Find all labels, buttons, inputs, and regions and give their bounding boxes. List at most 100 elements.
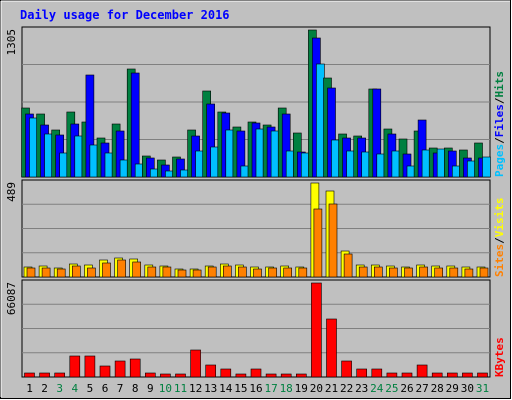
bar-pages-day-8	[134, 163, 144, 178]
x-tick-day-21: 21	[325, 382, 338, 395]
x-tick-day-20: 20	[310, 382, 323, 395]
bar-pages-day-15	[240, 165, 250, 178]
bar-sites-day-21	[328, 203, 338, 278]
panel-max-label: 1305	[5, 29, 18, 56]
bar-pages-day-26	[406, 165, 416, 178]
bar-sites-day-14	[223, 265, 232, 278]
bar-kbytes-day-4	[69, 355, 81, 378]
x-tick-day-12: 12	[189, 382, 202, 395]
bar-kbytes-day-19	[295, 373, 307, 378]
x-tick-day-15: 15	[234, 382, 247, 395]
x-tick-day-30: 30	[461, 382, 474, 395]
bar-sites-day-6	[102, 262, 111, 278]
bar-pages-day-16	[255, 128, 265, 178]
bar-kbytes-day-29	[446, 372, 458, 378]
bar-sites-day-9	[147, 266, 157, 278]
axis-label-kbytes: KBytes	[493, 337, 506, 377]
bar-pages-day-20	[316, 63, 325, 178]
bar-kbytes-day-13	[205, 364, 216, 378]
bar-sites-day-22	[343, 253, 353, 278]
axis-label-separator: /	[493, 97, 506, 104]
x-tick-day-8: 8	[132, 382, 139, 395]
bar-kbytes-day-23	[356, 368, 368, 378]
x-tick-day-5: 5	[87, 382, 94, 395]
bar-sites-day-2	[41, 267, 51, 278]
bar-sites-day-5	[87, 267, 96, 278]
x-tick-day-22: 22	[340, 382, 353, 395]
bar-sites-day-29	[449, 267, 459, 278]
axis-label-separator: /	[493, 137, 506, 144]
bar-pages-day-17	[270, 130, 280, 178]
bar-sites-day-16	[253, 268, 262, 278]
axis-label-hits: Hits	[493, 71, 506, 98]
bar-sites-day-28	[434, 267, 444, 278]
bar-kbytes-day-11	[175, 373, 186, 378]
bar-sites-day-19	[298, 267, 308, 278]
panel-axis-label: Pages/Files/Hits	[493, 71, 506, 177]
x-tick-day-7: 7	[117, 382, 124, 395]
bar-kbytes-day-21	[326, 318, 337, 378]
bar-sites-day-12	[192, 269, 202, 278]
x-tick-day-31: 31	[476, 382, 489, 395]
bar-kbytes-day-18	[280, 373, 292, 378]
bar-sites-day-17	[268, 267, 277, 278]
panel-max-label: 66087	[5, 282, 18, 315]
bar-sites-day-26	[404, 267, 413, 278]
bar-sites-day-11	[177, 269, 187, 278]
bar-kbytes-day-26	[401, 372, 413, 378]
x-tick-day-17: 17	[264, 382, 277, 395]
x-tick-day-10: 10	[159, 382, 172, 395]
bar-pages-day-2	[44, 133, 53, 178]
bar-sites-day-27	[419, 266, 428, 278]
x-tick-day-3: 3	[56, 382, 63, 395]
bar-kbytes-day-12	[190, 349, 201, 378]
bar-sites-day-8	[132, 261, 141, 278]
bar-pages-day-27	[421, 149, 431, 178]
bar-files-day-8	[130, 72, 140, 178]
bar-kbytes-day-14	[220, 368, 232, 378]
x-tick-day-29: 29	[446, 382, 459, 395]
bar-pages-day-11	[180, 169, 189, 178]
bar-sites-day-1	[26, 267, 36, 278]
bar-pages-day-10	[165, 170, 174, 178]
bar-kbytes-day-24	[371, 368, 383, 378]
bar-kbytes-day-5	[84, 355, 96, 378]
bar-sites-day-15	[238, 266, 247, 278]
bar-pages-day-19	[300, 152, 310, 178]
bar-kbytes-day-6	[99, 365, 111, 378]
x-tick-day-11: 11	[174, 382, 187, 395]
bar-kbytes-day-2	[39, 372, 50, 378]
bar-kbytes-day-9	[145, 372, 156, 378]
chart-title: Daily usage for December 2016	[20, 8, 230, 22]
bar-sites-day-13	[207, 266, 217, 278]
x-tick-day-19: 19	[295, 382, 308, 395]
x-axis-labels: 1 2 3 4 5 6 7 8 9 10 11 12 13 14 15 16 17 18 19 20 21 22 23 24 2…	[26, 382, 489, 395]
bar-pages-day-13	[210, 146, 219, 178]
bar-kbytes-day-27	[416, 364, 428, 378]
bar-pages-day-30	[467, 160, 476, 178]
chart-panels: 1305Pages/Files/Hits489Sites/Visits66087…	[5, 26, 506, 378]
bar-kbytes-day-17	[265, 373, 277, 378]
panel-pages-files-hits: 1305 Pages/Files/Hits	[5, 26, 506, 178]
bar-kbytes-day-16	[250, 368, 262, 378]
bar-pages-day-21	[331, 139, 340, 178]
bar-kbytes-day-31	[477, 372, 488, 378]
bar-sites-day-4	[72, 265, 81, 278]
axis-label-files: Files	[493, 104, 506, 137]
bar-pages-day-24	[376, 153, 386, 178]
bar-kbytes-day-3	[54, 372, 66, 378]
bar-kbytes-day-7	[114, 360, 126, 378]
x-tick-day-4: 4	[71, 382, 78, 395]
x-tick-day-2: 2	[41, 382, 48, 395]
x-tick-day-16: 16	[249, 382, 262, 395]
bar-kbytes-day-20	[311, 282, 322, 378]
x-tick-day-28: 28	[431, 382, 444, 395]
bar-sites-day-24	[373, 266, 383, 278]
bar-sites-day-10	[162, 266, 172, 278]
panel-axis-label: KBytes	[493, 337, 506, 377]
bar-sites-day-18	[283, 267, 293, 278]
panel-max-label: 489	[5, 182, 18, 202]
x-tick-day-14: 14	[219, 382, 233, 395]
bar-kbytes-day-22	[341, 360, 352, 378]
